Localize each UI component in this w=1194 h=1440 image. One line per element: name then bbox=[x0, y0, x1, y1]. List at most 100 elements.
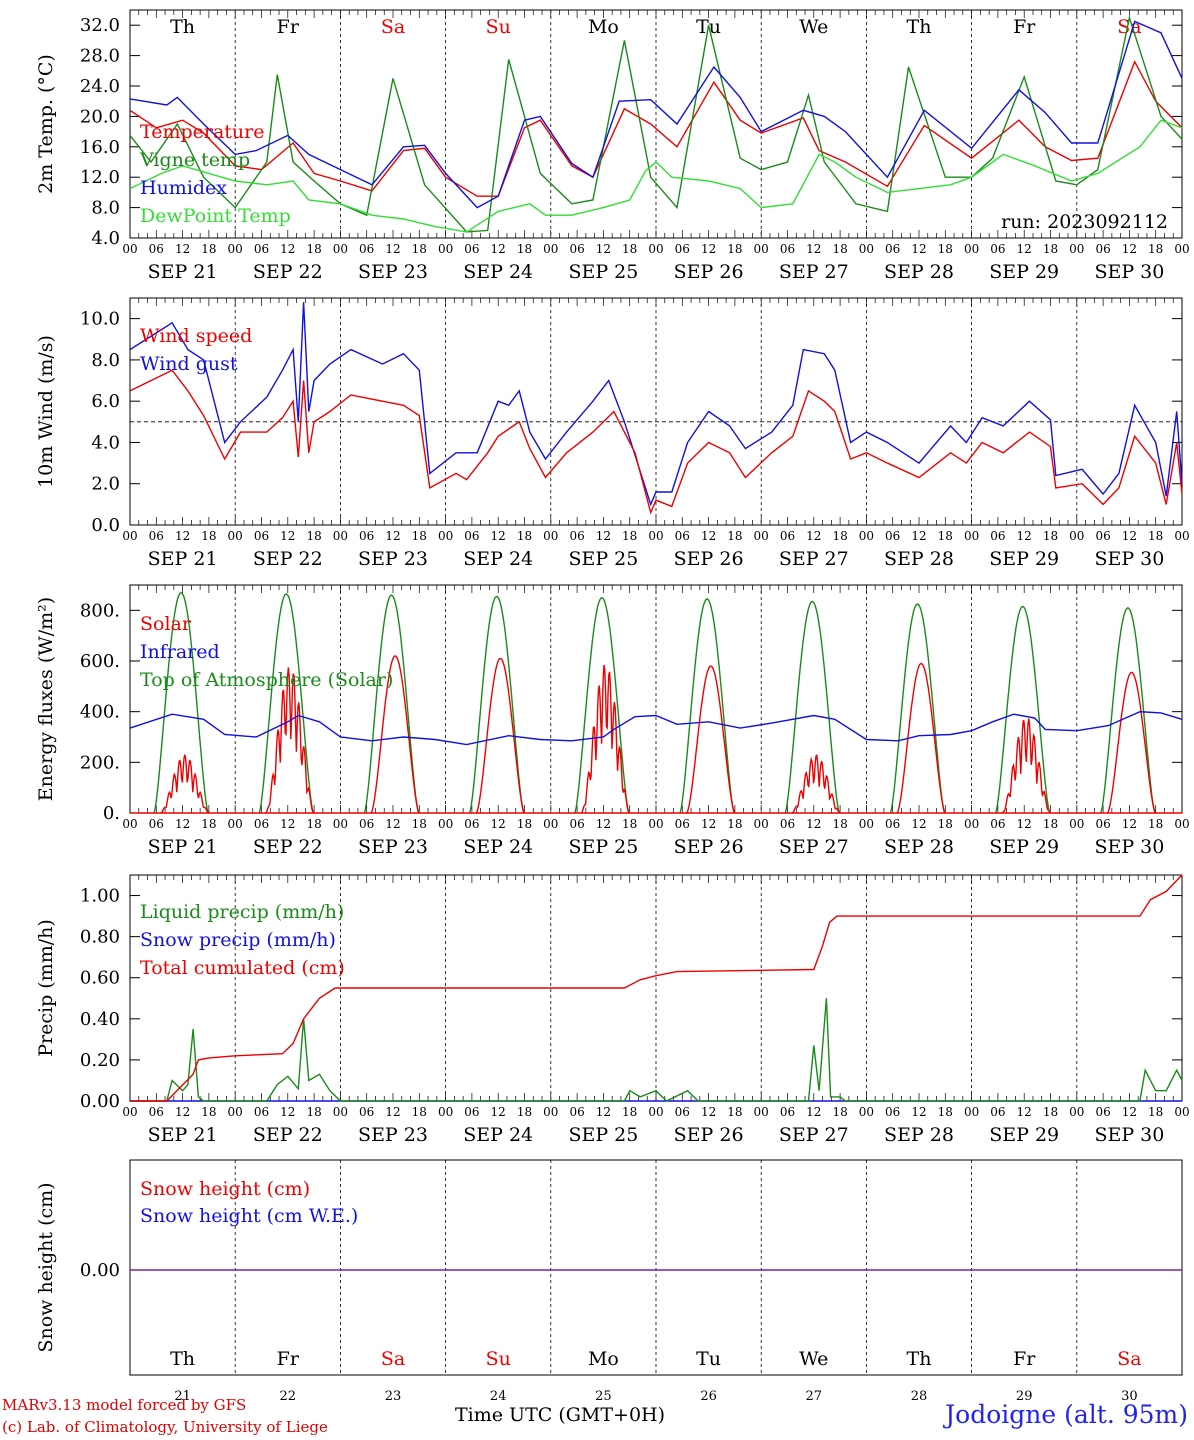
hour-tick-label: 12 bbox=[175, 242, 190, 256]
hour-tick-label: 00 bbox=[333, 529, 348, 543]
hour-tick-label: 00 bbox=[438, 817, 453, 831]
hour-tick-label: 18 bbox=[832, 529, 847, 543]
hour-tick-label: 06 bbox=[359, 817, 374, 831]
solar-day-curve bbox=[160, 754, 210, 814]
weekday-label: Th bbox=[170, 1348, 195, 1370]
hour-tick-label: 12 bbox=[491, 1105, 506, 1119]
legend-entry: Infrared bbox=[140, 641, 220, 663]
hour-tick-label: 06 bbox=[149, 1105, 164, 1119]
hour-tick-label: 18 bbox=[938, 1105, 953, 1119]
hour-tick-label: 06 bbox=[990, 817, 1005, 831]
weekday-label: Su bbox=[486, 1348, 511, 1370]
y-tick-label: 32.0 bbox=[80, 15, 120, 36]
legend-entry: Solar bbox=[140, 613, 192, 635]
hour-tick-label: 18 bbox=[412, 242, 427, 256]
hour-tick-label: 18 bbox=[306, 817, 321, 831]
y-tick-label: 24.0 bbox=[80, 76, 120, 97]
hour-tick-label: 06 bbox=[464, 242, 479, 256]
date-label: SEP 24 bbox=[463, 261, 533, 283]
weekday-label: Sa bbox=[1117, 1348, 1141, 1370]
hour-tick-label: 18 bbox=[1148, 817, 1163, 831]
date-label: SEP 29 bbox=[989, 1124, 1059, 1146]
hour-tick-label: 06 bbox=[149, 817, 164, 831]
legend-entry: Snow height (cm W.E.) bbox=[140, 1205, 358, 1227]
hour-tick-label: 00 bbox=[754, 242, 769, 256]
hour-tick-label: 12 bbox=[491, 529, 506, 543]
hour-tick-label: 06 bbox=[780, 242, 795, 256]
hour-tick-label: 18 bbox=[517, 242, 532, 256]
hour-tick-label: 12 bbox=[385, 529, 400, 543]
date-label: SEP 30 bbox=[1094, 548, 1164, 570]
solar-day-curve bbox=[370, 655, 420, 814]
hour-tick-label: 18 bbox=[201, 817, 216, 831]
y-axis-label: Energy fluxes (W/m²) bbox=[35, 597, 57, 801]
hour-tick-label: 00 bbox=[964, 1105, 979, 1119]
legend-entry: Humidex bbox=[140, 177, 227, 199]
hour-tick-label: 18 bbox=[938, 529, 953, 543]
hour-tick-label: 18 bbox=[622, 1105, 637, 1119]
hour-tick-label: 18 bbox=[412, 1105, 427, 1119]
hour-tick-label: 00 bbox=[438, 529, 453, 543]
hour-tick-label: 12 bbox=[911, 242, 926, 256]
date-label: SEP 30 bbox=[1094, 261, 1164, 283]
hour-tick-label: 12 bbox=[701, 1105, 716, 1119]
date-label: SEP 26 bbox=[674, 548, 744, 570]
hour-tick-label: 12 bbox=[1122, 1105, 1137, 1119]
hour-tick-label: 12 bbox=[1017, 817, 1032, 831]
date-label: SEP 30 bbox=[1094, 836, 1164, 858]
hour-tick-label: 06 bbox=[675, 817, 690, 831]
hour-tick-label: 18 bbox=[832, 242, 847, 256]
date-label: SEP 25 bbox=[568, 261, 638, 283]
hour-tick-label: 00 bbox=[1174, 242, 1189, 256]
toa-solar-arc bbox=[1100, 606, 1156, 814]
date-label: SEP 27 bbox=[779, 1124, 849, 1146]
y-axis-label: Snow height (cm) bbox=[35, 1182, 57, 1352]
weekday-label: Th bbox=[907, 16, 932, 38]
y-tick-label: 0.00 bbox=[80, 1091, 120, 1112]
legend-entry: Top of Atmosphere (Solar) bbox=[140, 669, 393, 691]
hour-tick-label: 00 bbox=[1069, 1105, 1084, 1119]
date-label: SEP 21 bbox=[148, 261, 218, 283]
solar-day-curve bbox=[896, 662, 946, 814]
hour-tick-label: 18 bbox=[1043, 242, 1058, 256]
hour-tick-label: 00 bbox=[543, 242, 558, 256]
date-label: SEP 22 bbox=[253, 261, 323, 283]
date-label: SEP 28 bbox=[884, 548, 954, 570]
series-line-liquid-precip bbox=[130, 998, 1183, 1102]
y-tick-label: 16.0 bbox=[80, 137, 120, 158]
date-label: SEP 29 bbox=[989, 261, 1059, 283]
hour-tick-label: 12 bbox=[491, 817, 506, 831]
date-label: SEP 25 bbox=[568, 548, 638, 570]
hour-tick-label: 12 bbox=[491, 242, 506, 256]
weekday-label: Fr bbox=[1013, 1348, 1036, 1370]
legend-entry: Wind speed bbox=[140, 325, 252, 347]
date-label: SEP 23 bbox=[358, 1124, 428, 1146]
hour-tick-label: 06 bbox=[254, 817, 269, 831]
hour-tick-label: 00 bbox=[543, 1105, 558, 1119]
hour-tick-label: 00 bbox=[333, 242, 348, 256]
hour-tick-label: 00 bbox=[1174, 529, 1189, 543]
weekday-label: Fr bbox=[277, 16, 300, 38]
solar-day-curve bbox=[580, 664, 631, 814]
lab-credit: (c) Lab. of Climatology, University of L… bbox=[2, 1418, 328, 1436]
hour-tick-label: 06 bbox=[149, 529, 164, 543]
legend-entry: Snow precip (mm/h) bbox=[140, 929, 336, 951]
hour-tick-label: 18 bbox=[517, 817, 532, 831]
y-tick-label: 20.0 bbox=[80, 106, 120, 127]
hour-tick-label: 00 bbox=[1069, 817, 1084, 831]
hour-tick-label: 00 bbox=[228, 1105, 243, 1119]
solar-day-curve bbox=[475, 657, 526, 814]
legend-entry: Liquid precip (mm/h) bbox=[140, 901, 344, 923]
hour-tick-label: 12 bbox=[806, 242, 821, 256]
toa-solar-arc bbox=[679, 598, 735, 814]
hour-tick-label: 00 bbox=[754, 817, 769, 831]
y-tick-label: 0.20 bbox=[80, 1050, 120, 1071]
toa-solar-arc bbox=[363, 594, 420, 814]
y-tick-label: 0.40 bbox=[80, 1009, 120, 1030]
hour-tick-label: 12 bbox=[1017, 242, 1032, 256]
hour-tick-label: 06 bbox=[1095, 529, 1110, 543]
hour-tick-label: 12 bbox=[596, 242, 611, 256]
date-label: SEP 21 bbox=[148, 548, 218, 570]
solar-day-curve bbox=[1106, 671, 1157, 814]
hour-tick-label: 00 bbox=[964, 529, 979, 543]
